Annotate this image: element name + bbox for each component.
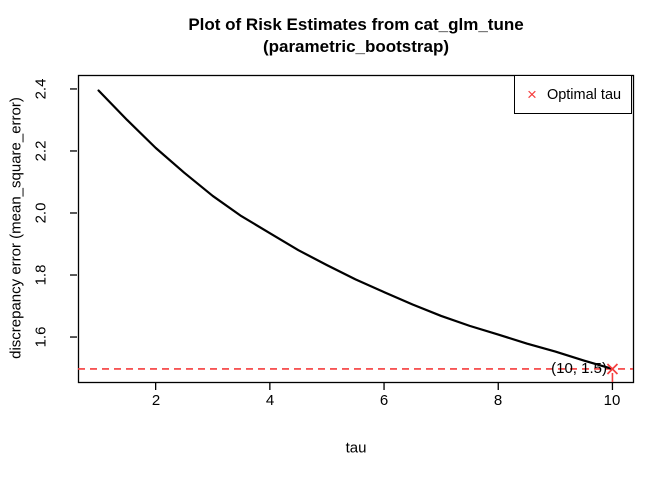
x-axis-title: tau	[345, 439, 367, 457]
x-tick-label: 4	[265, 392, 275, 409]
y-tick-label: 1.6	[32, 326, 50, 348]
optimal-point-marker	[606, 363, 619, 375]
legend-box: × Optimal tau	[514, 75, 632, 114]
x-tick-label: 10	[603, 392, 621, 409]
risk-curve	[97, 89, 614, 371]
y-tick-label: 2.4	[32, 78, 50, 100]
x-cross-marker-icon: ×	[527, 85, 537, 104]
y-tick-label: 2.0	[32, 202, 50, 224]
y-axis-title: discrepancy error (mean_square_error)	[7, 97, 25, 359]
x-tick-label: 2	[151, 392, 161, 409]
y-tick-label: 2.2	[32, 140, 50, 162]
plot-title-line2: (parametric_bootstrap)	[262, 37, 450, 56]
y-tick-label: 1.8	[32, 264, 50, 286]
legend-label: Optimal tau	[546, 86, 622, 103]
plot-border	[77, 74, 635, 384]
x-tick-label: 6	[379, 392, 389, 409]
x-tick-label: 8	[493, 392, 503, 409]
optimal-point-annotation: (10, 1.5)	[551, 359, 607, 377]
plot-title-line1: Plot of Risk Estimates from cat_glm_tune	[188, 15, 524, 34]
